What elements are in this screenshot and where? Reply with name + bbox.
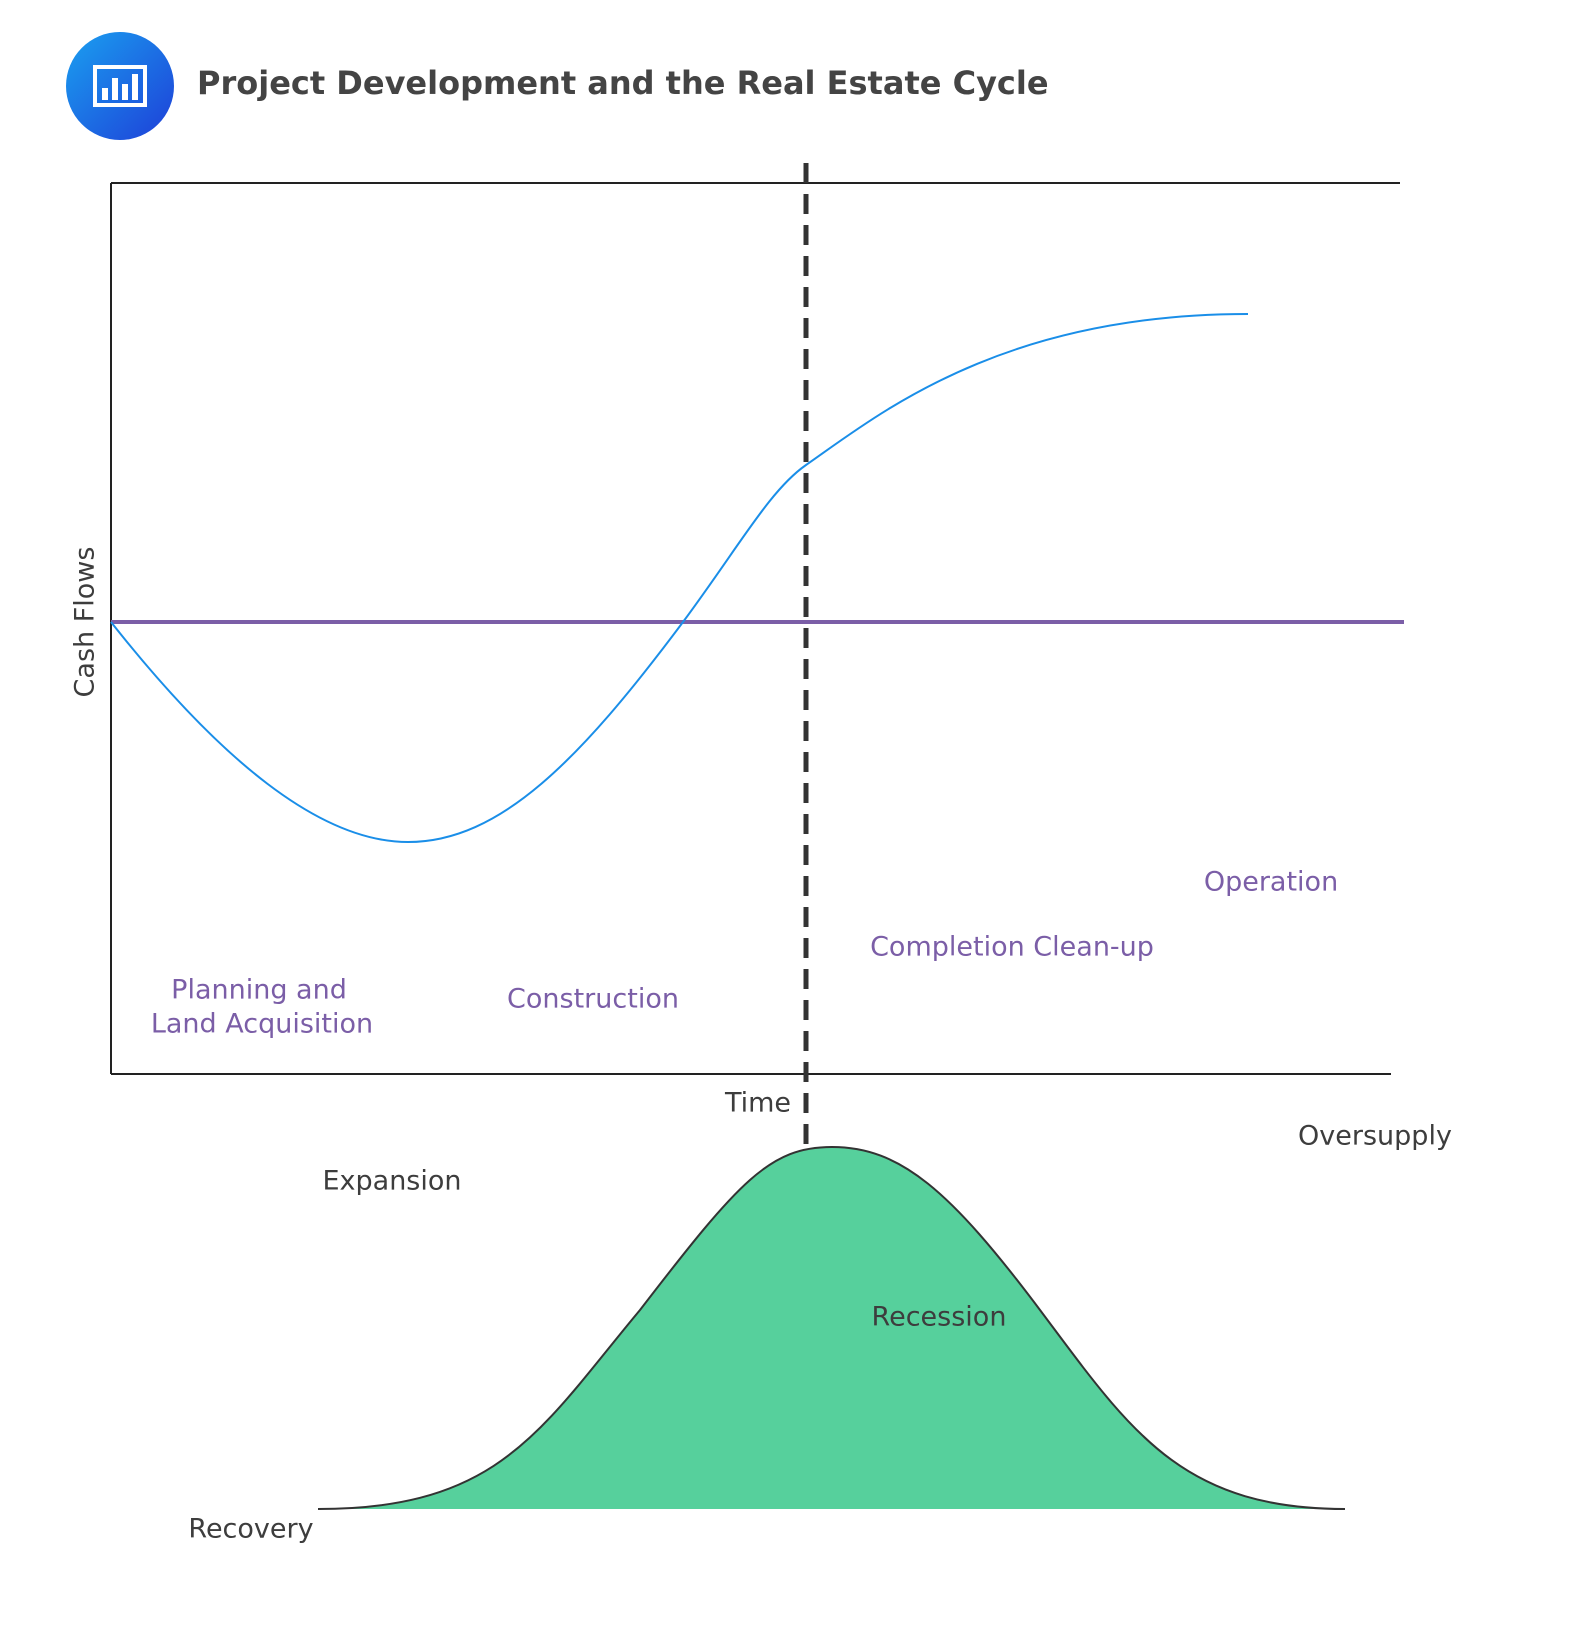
phase-label: Construction — [507, 984, 679, 1015]
phase-label: Operation — [1204, 867, 1338, 898]
cycle-label: Recovery — [188, 1514, 313, 1545]
phase-label: Land Acquisition — [151, 1009, 373, 1040]
title: Project Development and the Real Estate … — [197, 64, 1049, 102]
phase-label: Planning and — [171, 975, 347, 1006]
cycle-curve — [317, 1145, 1346, 1510]
cycle-label: Oversupply — [1298, 1121, 1452, 1152]
plot-frame — [110, 182, 1400, 1075]
cycle-area — [318, 1147, 1345, 1509]
phase-label: Completion Clean-up — [870, 932, 1154, 963]
cycle-label: Recession — [872, 1302, 1007, 1333]
cycle-label: Expansion — [322, 1166, 461, 1197]
y-axis-label: Cash Flows — [70, 547, 101, 698]
icon — [66, 32, 174, 140]
cash-flow-curve — [110, 313, 1249, 844]
x-axis-label: Time — [724, 1088, 791, 1119]
